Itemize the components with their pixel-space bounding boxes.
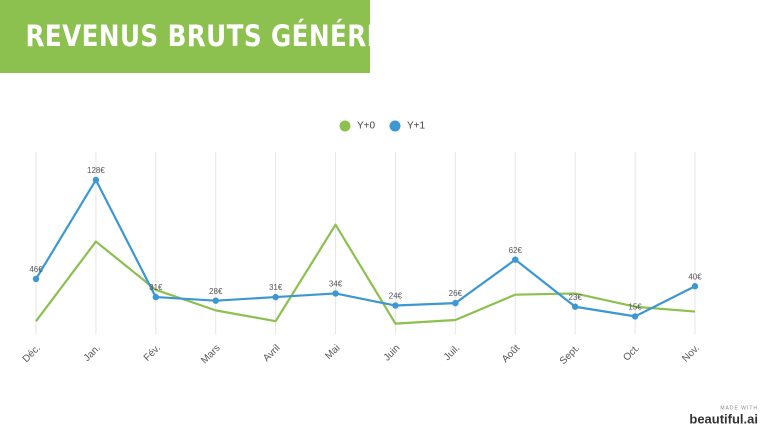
data-label: 40€ bbox=[688, 272, 702, 281]
legend-swatch bbox=[389, 120, 401, 132]
data-label: 28€ bbox=[209, 287, 223, 296]
data-label: 34€ bbox=[329, 280, 343, 289]
data-point bbox=[571, 303, 579, 310]
legend-swatch bbox=[339, 120, 351, 132]
chart-title: REVENUS BRUTS GÉNÉRÉS bbox=[26, 19, 403, 53]
series-line bbox=[35, 223, 696, 325]
x-tick-label: Jan. bbox=[82, 343, 103, 364]
made-with: MADE WITH bbox=[720, 405, 758, 411]
data-point bbox=[92, 176, 100, 184]
data-label: 128€ bbox=[87, 166, 105, 175]
data-label: 24€ bbox=[389, 292, 403, 301]
x-tick-label: Déc. bbox=[21, 343, 43, 365]
series-line bbox=[35, 178, 696, 318]
data-point bbox=[272, 293, 279, 301]
data-point bbox=[212, 297, 219, 304]
data-label: 23€ bbox=[569, 293, 583, 302]
data-point bbox=[691, 283, 699, 290]
data-point bbox=[32, 275, 40, 283]
data-point bbox=[152, 293, 160, 301]
x-tick-label: Juil. bbox=[442, 343, 462, 363]
x-tick-label: Mars bbox=[199, 343, 223, 367]
legend-label: Y+0 bbox=[357, 121, 376, 132]
data-label: 31€ bbox=[149, 283, 163, 292]
x-tick-label: Nov. bbox=[680, 343, 702, 365]
data-point bbox=[332, 290, 339, 297]
x-tick-label: Oct. bbox=[621, 343, 642, 364]
data-label: 31€ bbox=[269, 283, 283, 292]
data-label: 15€ bbox=[628, 303, 642, 312]
data-label: 46€ bbox=[29, 265, 43, 274]
legend-label: Y+1 bbox=[407, 121, 426, 132]
x-tick-label: Fév. bbox=[142, 343, 163, 364]
data-point bbox=[452, 299, 459, 307]
x-tick-label: Sept. bbox=[558, 343, 582, 367]
data-point bbox=[631, 313, 639, 320]
x-tick-label: Mai bbox=[323, 343, 342, 362]
brand: beautiful.ai bbox=[689, 411, 758, 426]
data-label: 26€ bbox=[449, 289, 463, 298]
x-tick-label: Juin bbox=[382, 343, 403, 364]
data-point bbox=[392, 302, 399, 309]
title-banner bbox=[0, 0, 370, 73]
x-tick-label: Août bbox=[500, 343, 522, 365]
data-point bbox=[512, 256, 519, 263]
x-tick-label: Avril bbox=[261, 343, 282, 364]
data-label: 62€ bbox=[509, 246, 523, 255]
